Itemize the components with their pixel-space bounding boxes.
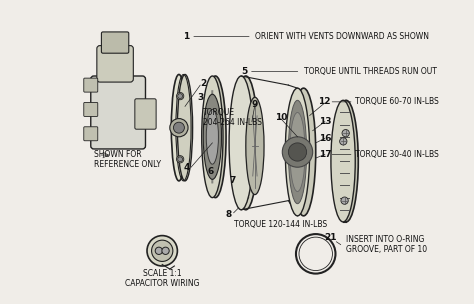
Text: 13: 13: [319, 117, 331, 126]
Circle shape: [178, 94, 182, 98]
Circle shape: [170, 119, 188, 137]
FancyBboxPatch shape: [84, 127, 98, 141]
Circle shape: [283, 137, 313, 167]
Text: 10: 10: [274, 112, 287, 122]
Text: 17: 17: [319, 150, 331, 159]
Ellipse shape: [334, 100, 358, 222]
Text: 21: 21: [324, 233, 337, 242]
Text: INSERT INTO O-RING
GROOVE, PART OF 10: INSERT INTO O-RING GROOVE, PART OF 10: [346, 235, 427, 254]
Circle shape: [173, 122, 184, 133]
Text: 6: 6: [208, 167, 214, 176]
Text: TORQUE 30-40 IN-LBS: TORQUE 30-40 IN-LBS: [355, 150, 439, 159]
Circle shape: [176, 92, 184, 100]
Text: 4: 4: [183, 163, 190, 172]
Text: 3: 3: [197, 93, 203, 102]
Text: SHOWN FOR
REFERENCE ONLY: SHOWN FOR REFERENCE ONLY: [94, 150, 161, 169]
Ellipse shape: [288, 100, 307, 204]
Ellipse shape: [229, 76, 254, 210]
Circle shape: [162, 247, 169, 254]
FancyBboxPatch shape: [135, 99, 156, 129]
FancyBboxPatch shape: [91, 76, 146, 149]
Circle shape: [288, 143, 307, 161]
Circle shape: [341, 197, 348, 204]
Text: 7: 7: [229, 176, 235, 185]
FancyBboxPatch shape: [84, 78, 98, 92]
Ellipse shape: [246, 97, 264, 195]
Ellipse shape: [206, 109, 219, 164]
Ellipse shape: [205, 76, 226, 198]
Ellipse shape: [203, 94, 221, 179]
Circle shape: [176, 156, 184, 163]
Text: TORQUE
204-264 IN-LBS: TORQUE 204-264 IN-LBS: [203, 108, 262, 127]
Circle shape: [173, 124, 180, 131]
Text: SCALE 1:1
CAPACITOR WIRING: SCALE 1:1 CAPACITOR WIRING: [125, 269, 200, 288]
Text: 1: 1: [183, 32, 190, 41]
Ellipse shape: [331, 100, 355, 222]
Circle shape: [152, 240, 173, 261]
Circle shape: [342, 130, 349, 137]
FancyBboxPatch shape: [97, 46, 133, 82]
Ellipse shape: [177, 74, 192, 181]
FancyBboxPatch shape: [84, 102, 98, 116]
Ellipse shape: [292, 88, 316, 216]
Text: TORQUE 120-144 IN-LBS: TORQUE 120-144 IN-LBS: [234, 220, 327, 230]
Ellipse shape: [234, 76, 258, 210]
Ellipse shape: [285, 88, 310, 216]
Circle shape: [340, 138, 347, 145]
Text: 16: 16: [319, 134, 331, 143]
Circle shape: [174, 125, 179, 130]
Text: ORIENT WITH VENTS DOWNWARD AS SHOWN: ORIENT WITH VENTS DOWNWARD AS SHOWN: [255, 32, 429, 41]
Text: 12: 12: [318, 97, 330, 106]
Ellipse shape: [202, 76, 223, 198]
Text: 8: 8: [226, 210, 232, 219]
Text: 9: 9: [252, 100, 258, 109]
Ellipse shape: [290, 112, 305, 192]
Text: 5: 5: [241, 67, 247, 76]
Circle shape: [155, 247, 163, 254]
Text: 2: 2: [200, 79, 206, 88]
Text: TORQUE UNTIL THREADS RUN OUT: TORQUE UNTIL THREADS RUN OUT: [303, 67, 437, 76]
Circle shape: [178, 157, 182, 162]
Circle shape: [147, 236, 177, 266]
Text: TORQUE 60-70 IN-LBS: TORQUE 60-70 IN-LBS: [355, 97, 439, 106]
Ellipse shape: [171, 74, 187, 181]
FancyBboxPatch shape: [101, 32, 129, 53]
